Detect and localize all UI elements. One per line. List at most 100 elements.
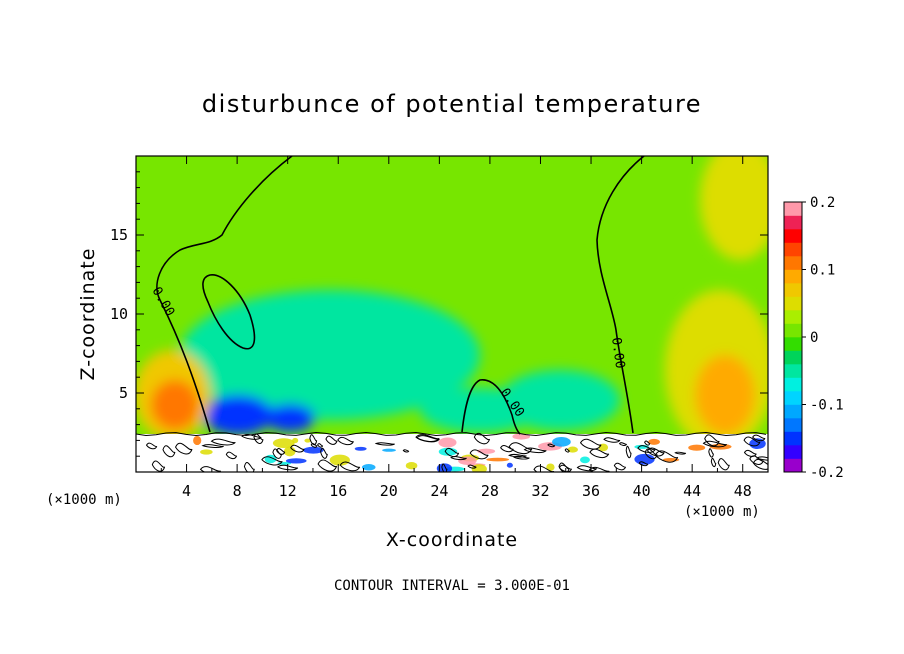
x-tick-label: 16 xyxy=(329,482,347,500)
surface-contour xyxy=(145,442,158,450)
surface-contour xyxy=(241,434,262,440)
surface-contour xyxy=(339,461,361,472)
contour-label-right: 0.00 xyxy=(608,336,627,369)
surface-contour xyxy=(276,448,286,455)
surface-contour xyxy=(613,462,627,471)
surface-contour xyxy=(756,456,768,461)
colorbar-tick-label: 0.1 xyxy=(810,263,835,279)
surface-contour xyxy=(337,436,354,446)
surface-blob xyxy=(567,446,578,453)
surface-contour xyxy=(710,457,717,468)
surface-contour xyxy=(374,442,395,446)
colorbar-cell xyxy=(784,242,802,257)
surface-contour xyxy=(199,466,222,472)
colorbar-cell xyxy=(784,391,802,405)
x-unit-label-right: (×1000 m) xyxy=(684,504,760,520)
surface-contour xyxy=(702,440,728,448)
y-tick-label: 10 xyxy=(110,305,128,323)
surface-contour xyxy=(444,447,460,458)
chart-title: disturbunce of potential temperature xyxy=(202,90,702,118)
surface-blob xyxy=(304,438,311,443)
colorbar-tick-label: -0.2 xyxy=(810,465,844,481)
y-tick-label: 5 xyxy=(119,384,128,402)
warm-plume-left-core xyxy=(151,380,199,430)
surface-blob xyxy=(200,449,213,455)
surface-blob xyxy=(354,446,367,451)
surface-contour xyxy=(708,448,714,458)
surface-contour xyxy=(162,445,176,458)
contour-interval-note: CONTOUR INTERVAL = 3.000E-01 xyxy=(334,578,570,594)
warm-upper-right xyxy=(700,156,768,260)
surface-contour xyxy=(564,448,570,453)
x-tick-label: 28 xyxy=(481,482,499,500)
x-tick-label: 48 xyxy=(734,482,752,500)
colorbar-cell xyxy=(784,256,802,270)
cold-band xyxy=(180,290,480,420)
surface-contour xyxy=(752,434,766,442)
colorbar-cell xyxy=(784,310,802,324)
surface-contour xyxy=(473,432,491,445)
colorbar-cell xyxy=(784,404,802,419)
x-tick-label: 12 xyxy=(279,482,297,500)
colorbar-cell xyxy=(784,283,802,297)
surface-blob xyxy=(436,463,453,472)
x-tick-label: 44 xyxy=(683,482,701,500)
y-axis-label: Z-coordinate xyxy=(77,248,99,381)
contour-closed-loop xyxy=(202,274,256,350)
surface-blob xyxy=(361,464,376,471)
colorbar-ticks: 0.2 0.1 0 -0.1 -0.2 xyxy=(802,195,844,481)
contour-zero-right xyxy=(596,156,645,434)
surface-blob xyxy=(634,453,655,465)
surface-contour xyxy=(674,451,687,455)
surface-contour xyxy=(523,447,547,454)
surface-blob xyxy=(458,456,477,465)
x-axis-label: X-coordinate xyxy=(386,529,518,551)
surface-blob xyxy=(486,457,510,462)
surface-contour xyxy=(547,443,556,448)
surface-contour xyxy=(210,438,236,446)
colorbar-cell xyxy=(784,458,802,473)
surface-contour xyxy=(637,445,656,453)
heatmap-field xyxy=(136,156,768,472)
surface-contour xyxy=(603,437,621,443)
surface-blob xyxy=(283,446,296,457)
cold-core-2 xyxy=(265,404,315,432)
surface-blob xyxy=(552,437,571,447)
colorbar-cell xyxy=(784,202,802,216)
surface-contour xyxy=(508,442,533,455)
colorbar-tick-label: 0.2 xyxy=(810,195,835,211)
surface-contour xyxy=(500,445,514,453)
x-tick-label: 32 xyxy=(531,482,549,500)
surface-contour xyxy=(558,464,573,472)
surface-contour xyxy=(174,442,193,455)
colorbar-cell xyxy=(784,364,802,378)
colorbar-tick-label: 0 xyxy=(810,330,818,346)
surface-contour xyxy=(717,458,730,471)
surface-contour xyxy=(579,438,602,450)
cold-core xyxy=(203,395,273,435)
colorbar-cell xyxy=(784,337,802,351)
x-tick-label: 24 xyxy=(430,482,448,500)
surface-contour xyxy=(317,443,324,448)
surface-contour xyxy=(201,444,224,449)
surface-contour xyxy=(151,460,166,472)
surface-contour xyxy=(225,451,238,460)
warm-plume-right-core xyxy=(695,355,755,435)
surface-blob xyxy=(471,464,487,472)
surface-contour xyxy=(588,466,610,472)
surface-contour xyxy=(325,435,338,445)
surface-contour xyxy=(644,448,658,460)
surface-contour xyxy=(290,444,305,453)
surface-contour xyxy=(508,453,527,458)
surface-contour xyxy=(576,465,598,472)
surface-blob xyxy=(438,437,457,448)
surface-contour xyxy=(743,449,757,457)
x-tick-label: 8 xyxy=(233,482,242,500)
surface-contour xyxy=(618,442,628,446)
colorbar-cells xyxy=(784,202,802,473)
surface-blob xyxy=(405,462,418,470)
colorbar-cell xyxy=(784,229,802,243)
colorbar-cell xyxy=(784,296,802,311)
x-tick-label: 20 xyxy=(380,482,398,500)
